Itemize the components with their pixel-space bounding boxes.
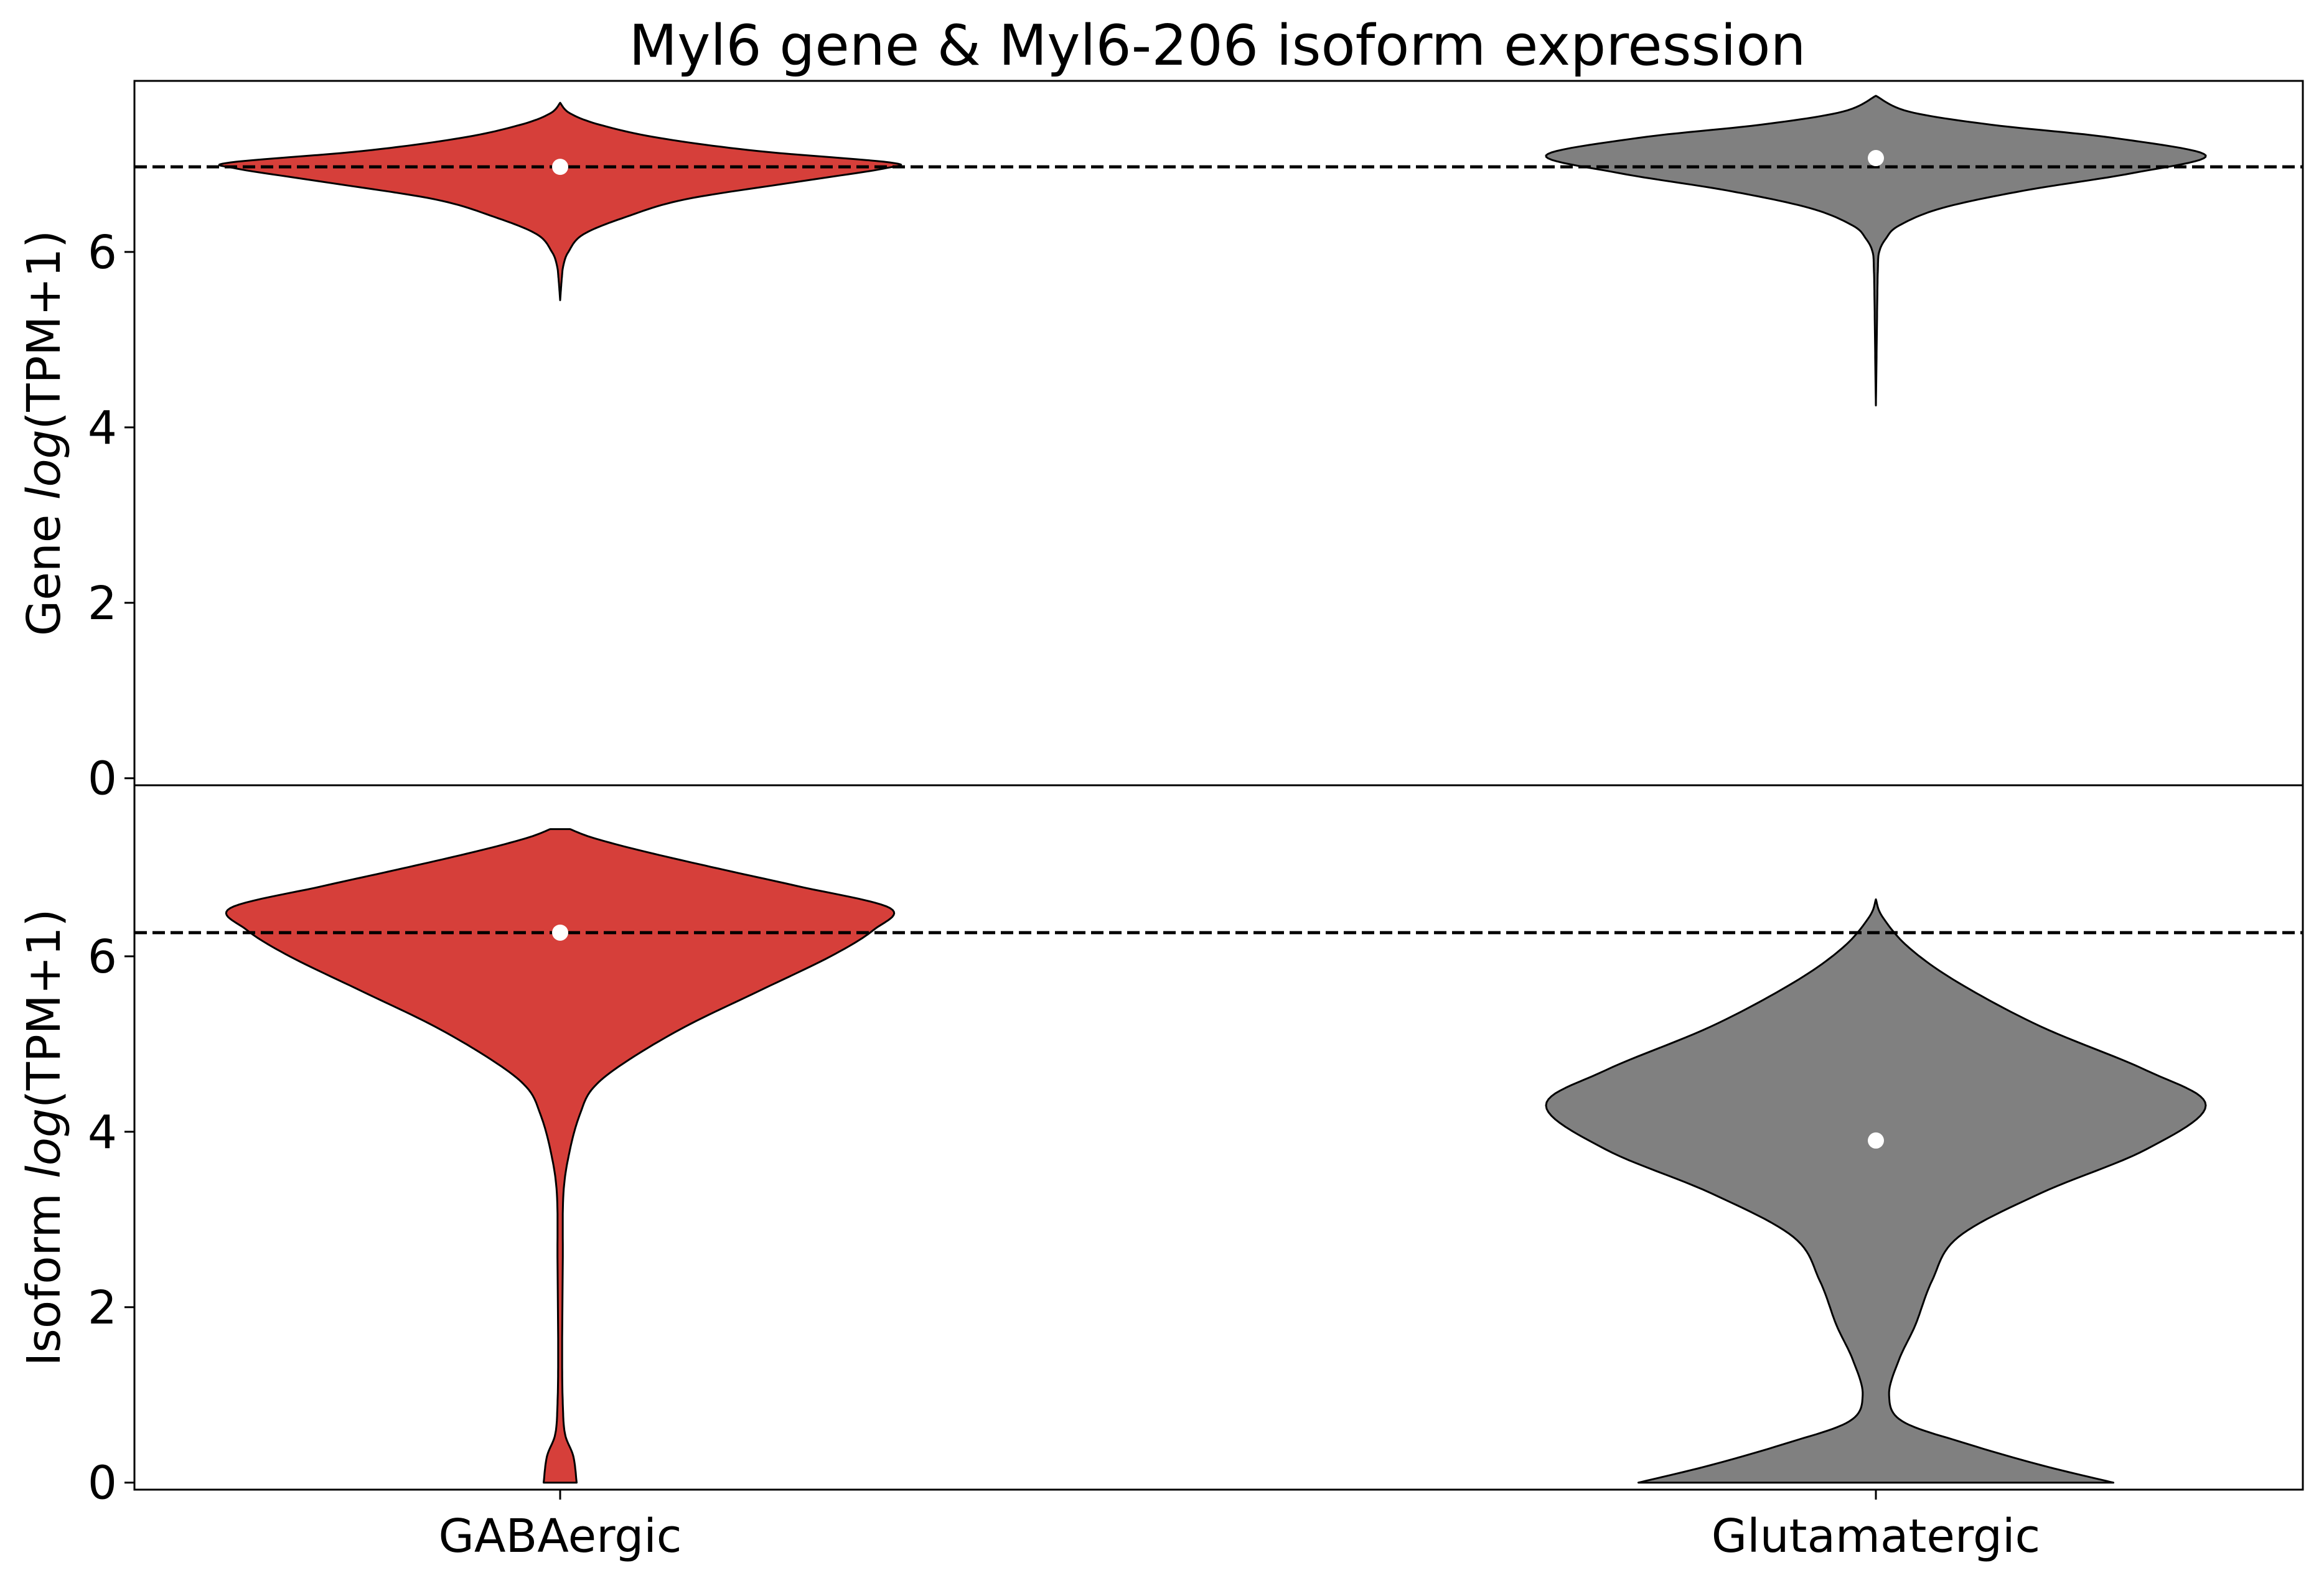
ytick-label-gene-0: 0 bbox=[88, 752, 117, 806]
ytick-label-isoform-0: 0 bbox=[88, 1457, 117, 1510]
median-dot-isoform-gabaergic bbox=[552, 924, 568, 941]
violin-gene-gabaergic bbox=[218, 101, 902, 301]
ytick-label-gene-2: 2 bbox=[88, 577, 117, 630]
xtick-label-glutamatergic: Glutamatergic bbox=[1712, 1510, 2040, 1563]
xtick-label-gabaergic: GABAergic bbox=[439, 1510, 682, 1563]
axes-frame-isoform bbox=[133, 784, 2304, 1491]
ytick-label-isoform-2: 2 bbox=[88, 1281, 117, 1335]
ytick-label-isoform-6: 6 bbox=[88, 930, 117, 984]
violin-gene-glutamatergic bbox=[1545, 95, 2207, 407]
violin-isoform-glutamatergic bbox=[1545, 898, 2207, 1484]
panel-gene: 0 2 4 6 Gene log(TPM+1) bbox=[17, 80, 2304, 806]
median-dot-gene-gabaergic bbox=[552, 159, 568, 175]
ytick-label-isoform-4: 4 bbox=[88, 1106, 117, 1159]
panel-isoform: 0 2 4 6 Isoform log(TPM+1) bbox=[17, 784, 2304, 1510]
median-dot-isoform-glutamatergic bbox=[1868, 1132, 1884, 1149]
ylabel-isoform: Isoform log(TPM+1) bbox=[17, 908, 71, 1366]
ytick-label-gene-6: 6 bbox=[88, 226, 117, 279]
panels-group: 0 2 4 6 Gene log(TPM+1) 0 2 4 6 Isoform log(TPM+1… bbox=[17, 80, 2304, 1563]
ylabel-gene: Gene log(TPM+1) bbox=[17, 230, 71, 636]
violin-isoform-gabaergic bbox=[225, 828, 896, 1484]
median-dot-gene-glutamatergic bbox=[1868, 150, 1884, 167]
ytick-label-gene-4: 4 bbox=[88, 401, 117, 455]
chart-title: Myl6 gene & Myl6-206 isoform expression bbox=[629, 13, 1806, 78]
